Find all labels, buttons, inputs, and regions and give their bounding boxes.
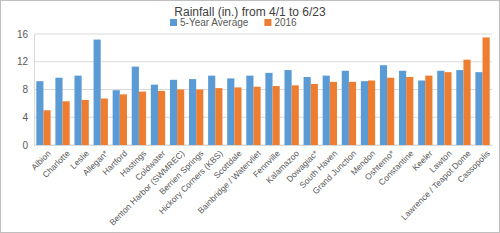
- x-tick-label: Constantine: [376, 148, 415, 187]
- x-tick-label: Hickory Corners (KBS): [157, 148, 225, 216]
- bar: [120, 94, 127, 145]
- x-tick-label: Benton Harbor (SWMREC): [107, 148, 186, 227]
- y-tick-label: 4: [22, 112, 28, 123]
- bar: [55, 78, 62, 145]
- bar: [475, 72, 482, 145]
- bar: [189, 79, 196, 145]
- bar: [177, 90, 184, 146]
- bar: [444, 72, 451, 145]
- bar: [437, 71, 444, 145]
- bar: [101, 99, 108, 145]
- bar: [463, 60, 470, 145]
- x-tick: Bainbridge / Watervliet: [195, 145, 263, 216]
- x-tick: Hickory Corners (KBS): [157, 145, 225, 216]
- bar: [368, 80, 375, 145]
- bar: [74, 76, 81, 145]
- bar: [330, 82, 337, 145]
- bar: [227, 78, 234, 145]
- grid-line: [34, 34, 492, 35]
- bar-series: [36, 40, 482, 145]
- bar: [158, 91, 165, 145]
- y-axis: 0 4 8 12 16: [17, 29, 35, 151]
- bar: [234, 87, 241, 145]
- y-tick-label: 12: [17, 56, 29, 67]
- bar: [304, 77, 311, 145]
- bar: [284, 70, 291, 145]
- bar-series: [43, 37, 489, 145]
- y-tick: 8: [22, 84, 34, 95]
- bar: [361, 81, 368, 145]
- bar: [253, 87, 260, 145]
- bar: [43, 110, 50, 145]
- y-tick-label: 16: [17, 29, 29, 40]
- bar: [418, 80, 425, 145]
- bar: [196, 90, 203, 146]
- bar: [113, 90, 120, 145]
- y-axis-line: [34, 35, 35, 146]
- bar: [215, 88, 222, 145]
- bar: [342, 71, 349, 145]
- y-tick: 4: [22, 112, 34, 123]
- legend-label: 5-Year Average: [180, 17, 249, 28]
- bar: [94, 40, 101, 145]
- bar: [82, 100, 89, 145]
- bar: [387, 78, 394, 145]
- bar: [132, 67, 139, 145]
- bar: [265, 73, 272, 145]
- x-tick: Charlotte: [40, 145, 72, 180]
- legend-label: 2016: [274, 17, 297, 28]
- bar: [425, 76, 432, 145]
- legend: 5-Year Average 2016: [170, 17, 297, 28]
- x-axis: AlbionCharlotteLeslieAllegan*HartfordHas…: [29, 145, 492, 227]
- bar: [483, 37, 490, 145]
- x-tick: Benton Harbor (SWMREC): [107, 145, 186, 227]
- x-tick-label: Bainbridge / Watervliet: [195, 148, 263, 216]
- chart: Rainfall (in.) from 4/1 to 6/230481216Al…: [0, 0, 500, 233]
- bar: [380, 65, 387, 145]
- frame: [1, 1, 500, 233]
- bar: [208, 76, 215, 145]
- x-tick: Cassopolis: [455, 145, 491, 185]
- bar: [349, 82, 356, 145]
- legend-swatch: [170, 19, 177, 26]
- y-tick-label: 0: [22, 140, 28, 151]
- y-tick-label: 8: [22, 84, 28, 95]
- x-tick-label: Cassopolis: [455, 148, 491, 184]
- legend-item: 5-Year Average: [170, 17, 249, 28]
- bar: [139, 92, 146, 145]
- x-axis-line: [35, 145, 493, 146]
- grid: [34, 34, 492, 145]
- bar: [36, 81, 43, 145]
- grid-line: [34, 61, 492, 62]
- bar: [323, 76, 330, 145]
- y-tick: 16: [17, 29, 34, 40]
- legend-item: 2016: [264, 17, 297, 28]
- bar: [292, 85, 299, 145]
- bar: [151, 85, 158, 145]
- legend-swatch: [264, 19, 271, 26]
- bar: [311, 84, 318, 145]
- bar: [246, 76, 253, 145]
- bar: [273, 86, 280, 145]
- bar: [399, 71, 406, 145]
- bar: [63, 101, 70, 145]
- bar: [170, 80, 177, 145]
- bar: [406, 77, 413, 145]
- plot: 0 4 8 12 16 AlbionCharlotteLeslieAllegan*Hart…: [17, 29, 493, 228]
- y-tick: 12: [17, 56, 34, 67]
- y-tick: 0: [22, 140, 34, 151]
- bars: [36, 37, 489, 145]
- bar: [456, 70, 463, 145]
